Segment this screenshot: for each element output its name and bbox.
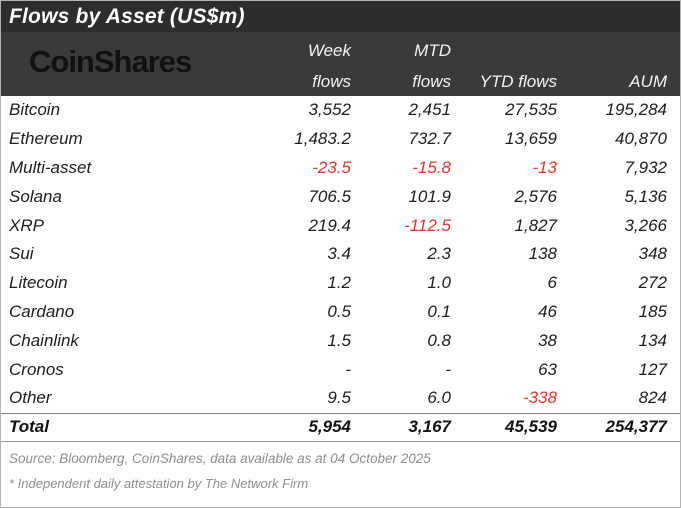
asset-name-cell: Cardano (9, 301, 75, 321)
ytd-flows-cell: -338 (522, 388, 557, 408)
column-header-ytd-flows: YTD flows (461, 41, 564, 92)
asset-name-cell: Cronos (9, 359, 64, 379)
ytd-flows-cell: 27,535 (505, 100, 557, 120)
column-header-label: flows (412, 72, 451, 91)
page-title: Flows by Asset (US$m) (9, 4, 245, 28)
column-header-label: flows (312, 72, 351, 91)
week-flows-cell: 1.5 (327, 330, 351, 350)
week-flows-cell: -23.5 (312, 157, 351, 177)
table-row-solana: Solana 706.5 101.9 2,576 5,136 (1, 182, 680, 211)
total-label: Total (9, 417, 49, 437)
table-row-chainlink: Chainlink 1.5 0.8 38 134 (1, 326, 680, 355)
mtd-flows-cell: 2,451 (408, 100, 451, 120)
asset-name-cell: Ethereum (9, 129, 83, 149)
column-header-label: AUM (629, 72, 667, 91)
total-week-flows-cell: 5,954 (308, 417, 351, 437)
asset-name-cell: Chainlink (9, 330, 79, 350)
table-row-other: Other 9.5 6.0 -338 824 (1, 384, 680, 413)
aum-cell: 3,266 (624, 215, 667, 235)
column-header-label: YTD flows (479, 72, 557, 91)
mtd-flows-cell: -112.5 (404, 215, 451, 235)
table-row-cronos: Cronos - - 63 127 (1, 355, 680, 384)
table-row-litecoin: Litecoin 1.2 1.0 6 272 (1, 269, 680, 298)
week-flows-cell: 1,483.2 (294, 129, 351, 149)
mtd-flows-cell: 101.9 (408, 186, 451, 206)
asset-name-cell: Bitcoin (9, 100, 61, 120)
column-header-label: MTD (414, 41, 451, 60)
week-flows-cell: 219.4 (308, 215, 351, 235)
total-ytd-flows-cell: 45,539 (505, 417, 557, 437)
table-row-sui: Sui 3.4 2.3 138 348 (1, 240, 680, 269)
week-flows-cell: 3.4 (327, 244, 351, 264)
total-mtd-flows-cell: 3,167 (408, 417, 451, 437)
mtd-flows-cell: -15.8 (412, 157, 451, 177)
table-row-xrp: XRP 219.4 -112.5 1,827 3,266 (1, 211, 680, 240)
table-row-cardano: Cardano 0.5 0.1 46 185 (1, 298, 680, 327)
table-row-multi-asset: Multi-asset -23.5 -15.8 -13 7,932 (1, 154, 680, 183)
mtd-flows-cell: - (445, 359, 451, 379)
table-row-total: Total 5,954 3,167 45,539 254,377 (1, 412, 680, 442)
aum-cell: 185 (638, 301, 667, 321)
ytd-flows-cell: 1,827 (514, 215, 557, 235)
column-header-label: Week (307, 41, 351, 60)
week-flows-cell: 1.2 (327, 273, 351, 293)
ytd-flows-cell: 6 (547, 273, 557, 293)
coinshares-logo: CoinShares (29, 44, 192, 79)
total-aum-cell: 254,377 (605, 417, 667, 437)
asset-name-cell: Litecoin (9, 273, 68, 293)
column-header-mtd-flows: MTD flows (356, 41, 461, 92)
table-row-ethereum: Ethereum 1,483.2 732.7 13,659 40,870 (1, 125, 680, 154)
aum-cell: 40,870 (615, 129, 667, 149)
mtd-flows-cell: 6.0 (427, 388, 451, 408)
table-header-row: CoinShares Week flows MTD flows YTD flow… (1, 32, 680, 96)
aum-cell: 348 (638, 244, 667, 264)
table-body: Bitcoin 3,552 2,451 27,535 195,284 Ether… (1, 96, 680, 442)
logo-cell: CoinShares (1, 32, 279, 92)
ytd-flows-cell: 38 (538, 330, 557, 350)
asset-name-cell: Sui (9, 244, 34, 264)
mtd-flows-cell: 0.8 (427, 330, 451, 350)
title-bar: Flows by Asset (US$m) (1, 1, 680, 32)
aum-cell: 824 (638, 388, 667, 408)
week-flows-cell: 0.5 (327, 301, 351, 321)
ytd-flows-cell: -13 (532, 157, 557, 177)
footer: Source: Bloomberg, CoinShares, data avai… (1, 442, 680, 493)
column-header-aum: AUM (564, 41, 680, 92)
ytd-flows-cell: 2,576 (514, 186, 557, 206)
ytd-flows-cell: 46 (538, 301, 557, 321)
asset-name-cell: XRP (9, 215, 44, 235)
aum-cell: 134 (638, 330, 667, 350)
asset-name-cell: Solana (9, 186, 62, 206)
table-row-bitcoin: Bitcoin 3,552 2,451 27,535 195,284 (1, 96, 680, 125)
column-header-week-flows: Week flows (279, 41, 356, 92)
mtd-flows-cell: 732.7 (408, 129, 451, 149)
aum-cell: 127 (638, 359, 667, 379)
mtd-flows-cell: 1.0 (427, 273, 451, 293)
mtd-flows-cell: 2.3 (427, 244, 451, 264)
ytd-flows-cell: 63 (538, 359, 557, 379)
attestation-note: * Independent daily attestation by The N… (9, 475, 309, 491)
ytd-flows-cell: 138 (528, 244, 557, 264)
week-flows-cell: 3,552 (308, 100, 351, 120)
aum-cell: 195,284 (605, 100, 667, 120)
source-note: Source: Bloomberg, CoinShares, data avai… (9, 450, 431, 466)
aum-cell: 5,136 (624, 186, 667, 206)
mtd-flows-cell: 0.1 (427, 301, 451, 321)
aum-cell: 272 (638, 273, 667, 293)
week-flows-cell: 706.5 (308, 186, 351, 206)
week-flows-cell: - (345, 359, 351, 379)
week-flows-cell: 9.5 (327, 388, 351, 408)
asset-name-cell: Multi-asset (9, 157, 92, 177)
asset-name-cell: Other (9, 388, 52, 408)
ytd-flows-cell: 13,659 (505, 129, 557, 149)
aum-cell: 7,932 (624, 157, 667, 177)
